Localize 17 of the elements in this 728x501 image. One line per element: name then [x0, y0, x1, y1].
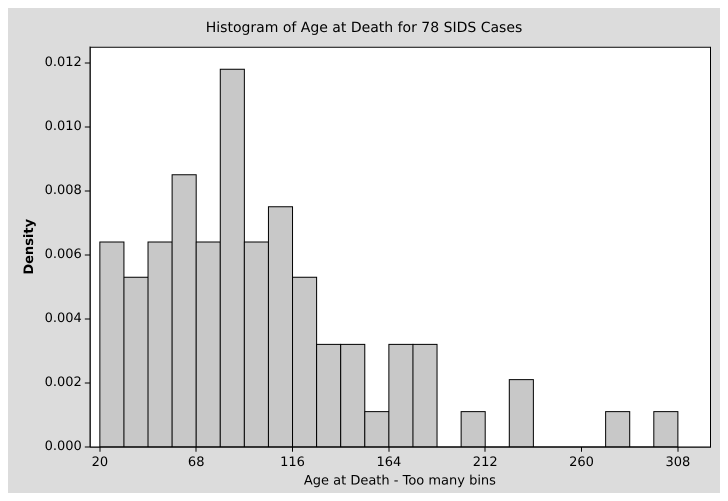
x-tick-label: 20: [92, 454, 108, 470]
y-tick-label: 0.010: [44, 119, 82, 134]
y-tick-label: 0.008: [44, 183, 82, 198]
y-tick-label: 0.012: [44, 55, 82, 70]
x-tick-label: 68: [188, 454, 204, 470]
y-axis-title: Density: [22, 218, 38, 275]
x-tick-label: 116: [280, 454, 305, 470]
x-axis-title: Age at Death - Too many bins: [304, 474, 496, 489]
y-tick-label: 0.006: [44, 247, 82, 262]
x-tick-label: 308: [665, 454, 690, 470]
x-tick-label: 164: [376, 454, 402, 470]
chart-title: Histogram of Age at Death for 78 SIDS Cases: [206, 20, 522, 36]
x-tick-label: 212: [472, 454, 498, 470]
y-tick-label: 0.002: [44, 375, 82, 390]
y-tick-label: 0.000: [44, 439, 82, 454]
y-tick-label: 0.004: [44, 311, 82, 326]
x-tick-label: 260: [569, 454, 594, 470]
